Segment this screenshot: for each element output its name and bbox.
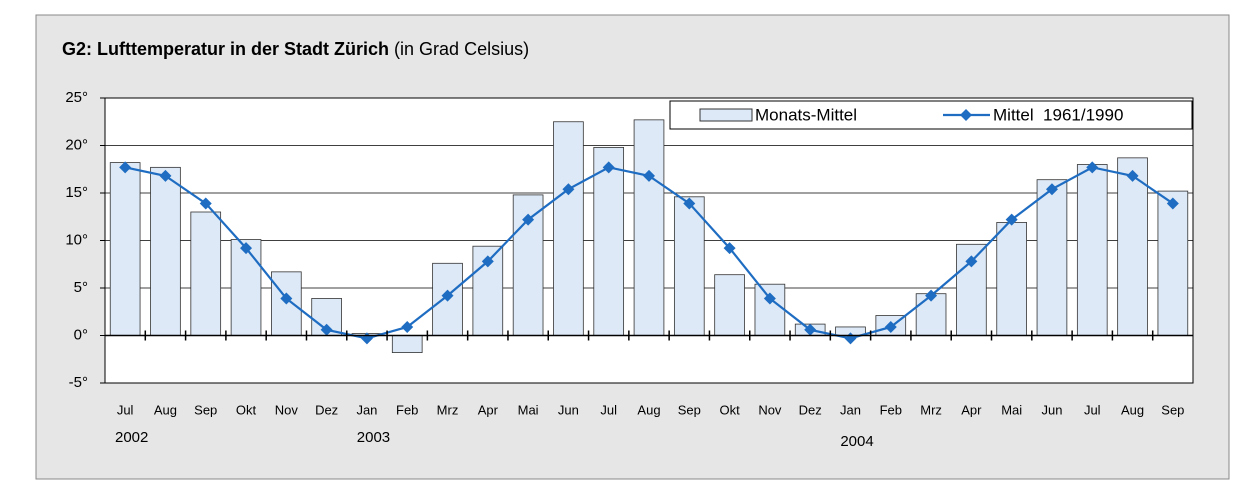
x-tick-label: Apr xyxy=(961,402,982,417)
bar xyxy=(673,196,705,336)
bar xyxy=(714,274,745,336)
marker xyxy=(280,292,293,305)
bar xyxy=(190,211,222,336)
x-tick-label: Aug xyxy=(637,402,660,417)
bar xyxy=(754,283,786,336)
marker xyxy=(522,213,535,226)
marker xyxy=(763,292,776,305)
marker xyxy=(562,183,575,196)
marker xyxy=(884,320,897,333)
marker xyxy=(1005,213,1018,226)
x-tick-label: Okt xyxy=(236,402,257,417)
marker xyxy=(119,161,132,174)
x-tick-label: Dez xyxy=(799,402,822,417)
y-tick-label: -5° xyxy=(69,374,88,391)
y-tick-label: 0° xyxy=(74,326,88,343)
x-tick-label: Apr xyxy=(478,402,499,417)
x-tick-label: Feb xyxy=(396,402,418,417)
marker xyxy=(441,289,454,302)
marker xyxy=(1166,197,1179,210)
x-tick-label: Dez xyxy=(315,402,338,417)
bar xyxy=(1117,157,1148,336)
bar xyxy=(1157,190,1189,336)
x-tick-label: Sep xyxy=(1161,402,1184,417)
legend-swatch xyxy=(699,108,753,122)
x-tick-label: Aug xyxy=(1121,402,1144,417)
marker xyxy=(1086,161,1099,174)
bar xyxy=(1076,164,1108,336)
bar xyxy=(593,146,625,336)
bar xyxy=(956,243,987,336)
marker xyxy=(643,169,655,182)
x-tick-label: Sep xyxy=(194,402,217,417)
x-tick-label: Feb xyxy=(880,402,902,417)
marker xyxy=(602,161,615,174)
x-tick-label: Jan xyxy=(840,402,861,417)
x-tick-label: Jul xyxy=(117,402,134,417)
bar xyxy=(109,162,141,336)
x-tick-label: Aug xyxy=(154,402,177,417)
marker xyxy=(683,197,696,210)
x-tick-label: Sep xyxy=(678,402,701,417)
chart-title: G2: Lufttemperatur in der Stadt Zürich xyxy=(62,39,389,59)
x-tick-label: Jun xyxy=(558,402,579,417)
marker xyxy=(159,169,172,182)
x-tick-label: Okt xyxy=(719,402,740,417)
x-tick-label: Mai xyxy=(518,402,539,417)
legend-label: Mittel 1961/1990 xyxy=(993,105,1123,124)
x-tick-label: Nov xyxy=(758,402,782,417)
marker xyxy=(481,255,494,268)
marker xyxy=(401,320,414,333)
chart-title-line: G2: Lufttemperatur in der Stadt Zürich (… xyxy=(62,39,529,59)
y-tick-label: 5° xyxy=(74,279,88,296)
chart-subtitle: (in Grad Celsius) xyxy=(394,39,529,59)
bar xyxy=(1036,179,1068,336)
bar xyxy=(391,335,423,354)
bar xyxy=(996,222,1027,336)
marker xyxy=(240,242,253,255)
marker xyxy=(1045,183,1058,196)
x-tick-label: Nov xyxy=(275,402,299,417)
legend-box xyxy=(669,100,1193,130)
marker xyxy=(320,323,333,336)
x-tick-label: Mai xyxy=(1001,402,1022,417)
marker xyxy=(804,323,817,336)
x-tick-label: Jul xyxy=(600,402,617,417)
y-tick-label: 25° xyxy=(65,89,88,106)
marker xyxy=(723,242,736,255)
legend-label: Monats-Mittel xyxy=(755,105,857,124)
marker xyxy=(965,255,978,268)
bar xyxy=(915,293,947,336)
marker xyxy=(1126,169,1139,182)
bar xyxy=(230,239,262,336)
x-tick-label: Jul xyxy=(1084,402,1101,417)
y-tick-label: 15° xyxy=(65,184,88,201)
bar xyxy=(553,121,584,336)
marker xyxy=(925,289,938,302)
x-tick-label: Mrz xyxy=(437,402,459,417)
marker xyxy=(199,197,212,210)
y-tick-label: 20° xyxy=(65,136,88,153)
x-year-label: 2003 xyxy=(357,429,390,446)
x-tick-label: Jan xyxy=(356,402,377,417)
y-tick-label: 10° xyxy=(65,231,88,248)
x-year-label: 2004 xyxy=(840,433,873,450)
x-tick-label: Jun xyxy=(1041,402,1062,417)
x-year-label: 2002 xyxy=(115,429,148,446)
x-tick-label: Mrz xyxy=(920,402,942,417)
bar xyxy=(633,119,665,336)
bar xyxy=(150,166,181,336)
legend-marker xyxy=(960,109,972,121)
